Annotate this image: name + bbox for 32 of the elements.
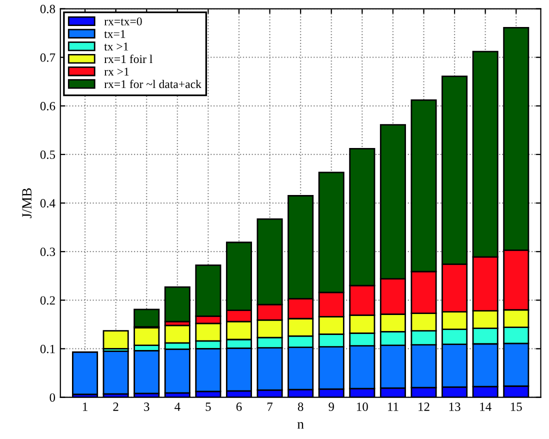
y-axis-title: J/MB bbox=[22, 188, 32, 218]
x-axis-title: n bbox=[297, 422, 304, 429]
legend-label: rx=1 for ~l data+ack bbox=[104, 80, 202, 88]
x-tick-label: 10 bbox=[357, 402, 368, 411]
x-tick-label: 11 bbox=[388, 402, 398, 411]
x-tick-label: 15 bbox=[510, 402, 522, 411]
x-tick-label: 8 bbox=[298, 402, 304, 411]
x-tick-label: 2 bbox=[113, 402, 118, 411]
y-tick-label: 0.1 bbox=[40, 344, 55, 354]
y-tick-label: 0.6 bbox=[40, 102, 56, 110]
legend-label: tx >1 bbox=[104, 42, 128, 51]
x-tick-label: 7 bbox=[267, 402, 273, 411]
y-tick-label: 0.7 bbox=[40, 53, 56, 62]
x-tick-label: 6 bbox=[236, 402, 242, 411]
x-tick-label: 13 bbox=[449, 402, 460, 411]
x-tick-label: 3 bbox=[144, 402, 150, 411]
y-tick-label: 0.8 bbox=[40, 4, 56, 14]
legend-label: tx=1 bbox=[104, 30, 126, 38]
x-tick-label: 12 bbox=[418, 402, 430, 411]
legend-label: rx=1 foir l bbox=[104, 54, 152, 64]
x-tick-label: 1 bbox=[83, 402, 88, 411]
x-tick-label: 9 bbox=[328, 402, 334, 411]
legend-label: rx=tx=0 bbox=[104, 17, 142, 26]
x-tick-label: 4 bbox=[174, 402, 180, 411]
y-tick-label: 0.5 bbox=[40, 150, 56, 159]
y-tick-label: 0.3 bbox=[40, 248, 56, 256]
legend-label: rx >1 bbox=[104, 68, 129, 76]
y-tick-label: 0 bbox=[50, 393, 56, 402]
x-tick-label: 5 bbox=[206, 402, 211, 411]
y-tick-label: 0.2 bbox=[40, 296, 55, 305]
x-tick-label: 14 bbox=[480, 402, 492, 411]
y-tick-label: 0.4 bbox=[40, 199, 56, 208]
